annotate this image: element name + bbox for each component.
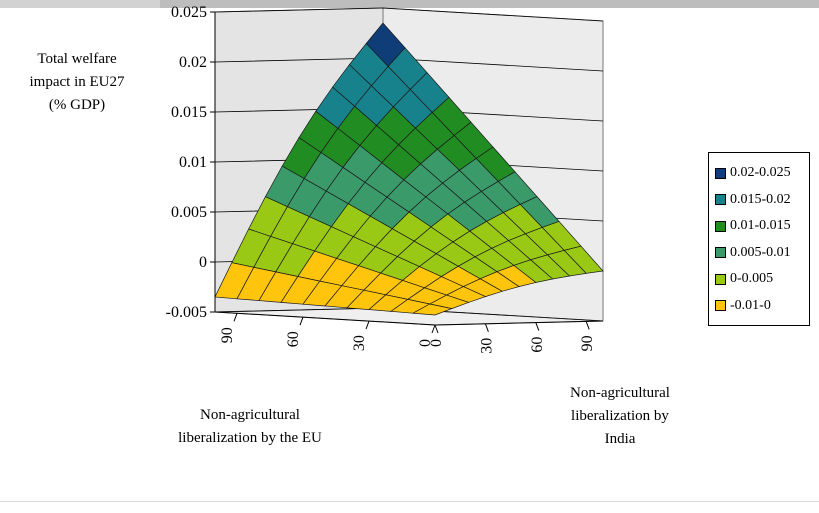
z-tick-label: 0 — [199, 254, 207, 271]
y-tick — [434, 324, 439, 334]
surface-plot — [214, 22, 604, 316]
x-tick-label: 90 — [219, 327, 236, 343]
x-axis-title-line: liberalization by the EU — [178, 430, 322, 446]
z-axis-title: Total welfare impact in EU27 (% GDP) — [18, 48, 136, 117]
y-tick — [535, 322, 540, 331]
z-axis-title-line: Total welfare — [37, 51, 117, 67]
legend-swatch — [715, 300, 726, 312]
z-axis-title-line: impact in EU27 — [29, 74, 125, 90]
x-tick-label: 0 — [417, 339, 434, 347]
legend-item: 0.005-0.01 — [715, 240, 809, 267]
x-tick-label: 30 — [351, 335, 368, 351]
legend-swatch — [715, 247, 726, 259]
z-tick-label: 0.015 — [171, 104, 207, 121]
legend-item: -0.01-0 — [715, 293, 809, 320]
legend-label: 0-0.005 — [730, 271, 774, 287]
y-axis-line — [434, 320, 604, 326]
x-axis-title-line: Non-agricultural — [200, 407, 300, 423]
y-axis-title-line: Non-agricultural — [570, 385, 670, 401]
x-tick-label: 60 — [285, 331, 302, 347]
top-bar-right-segment — [160, 0, 819, 8]
x-tick — [299, 317, 304, 326]
x-axis-line — [214, 311, 436, 326]
y-axis-title: Non-agricultural liberalization by India — [540, 382, 700, 451]
legend-item: 0.02-0.025 — [715, 160, 809, 187]
y-tick-label: 0 — [428, 339, 445, 347]
gridline — [214, 7, 604, 22]
z-tick-label: 0.01 — [179, 154, 207, 171]
x-tick — [431, 324, 436, 334]
legend-label: 0.01-0.015 — [730, 218, 791, 234]
legend-swatch — [715, 167, 726, 179]
y-axis-title-line: India — [604, 431, 636, 447]
y-tick-label: 60 — [529, 337, 546, 353]
legend-swatch — [715, 194, 726, 206]
legend-item: 0-0.005 — [715, 266, 809, 293]
legend: 0.02-0.025 0.015-0.02 0.01-0.015 0.005-0… — [708, 152, 810, 326]
x-axis-title: Non-agricultural liberalization by the E… — [150, 404, 350, 450]
x-tick — [233, 313, 238, 322]
legend-swatch — [715, 273, 726, 285]
legend-label: 0.005-0.01 — [730, 244, 791, 260]
z-tick-label: -0.005 — [166, 304, 207, 321]
bottom-divider — [0, 501, 819, 502]
top-bar-left-segment — [0, 0, 160, 8]
y-tick-label: 90 — [579, 335, 596, 351]
window-top-bar — [0, 0, 819, 8]
z-axis-title-line: (% GDP) — [48, 97, 106, 113]
surface-cell — [411, 303, 454, 316]
x-tick — [365, 320, 370, 330]
legend-item: 0.01-0.015 — [715, 213, 809, 240]
legend-item: 0.015-0.02 — [715, 187, 809, 214]
chart-axes — [210, 11, 604, 334]
z-tick-label: 0.005 — [171, 204, 207, 221]
legend-label: 0.02-0.025 — [730, 165, 791, 181]
y-tick-label: 30 — [478, 338, 495, 354]
z-tick-label: 0.02 — [179, 54, 207, 71]
legend-swatch — [715, 220, 726, 232]
y-axis-title-line: liberalization by — [571, 408, 669, 424]
legend-label: 0.015-0.02 — [730, 191, 791, 207]
y-tick — [585, 321, 590, 330]
z-tick-label: 0.025 — [171, 4, 207, 21]
y-tick — [484, 323, 489, 332]
legend-label: -0.01-0 — [730, 297, 771, 313]
